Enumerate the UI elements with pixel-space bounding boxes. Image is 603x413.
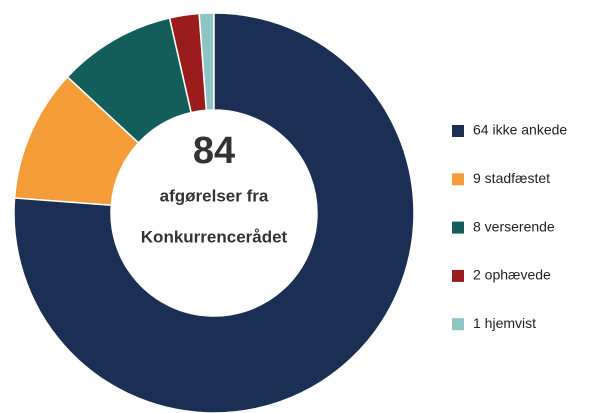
legend-swatch — [452, 221, 464, 234]
slice — [13, 75, 140, 207]
legend-label: 1 hjemvist — [473, 315, 536, 331]
center-total: 84 — [193, 130, 235, 172]
legend-label: 64 ikke ankede — [473, 122, 567, 138]
legend-swatch — [452, 318, 464, 331]
legend-label: 2 ophævede — [473, 267, 551, 283]
legend-label: 8 verserende — [473, 218, 555, 234]
legend-swatch — [452, 269, 464, 282]
slice — [66, 17, 192, 145]
center-text: afgørelser fra — [160, 186, 269, 205]
legend-swatch — [452, 173, 464, 186]
center-text: Konkurrencerådet — [141, 227, 288, 246]
legend-swatch — [452, 125, 464, 137]
legend-label: 9 stadfæstet — [473, 170, 550, 186]
slice — [13, 12, 415, 413]
slice — [168, 12, 208, 114]
